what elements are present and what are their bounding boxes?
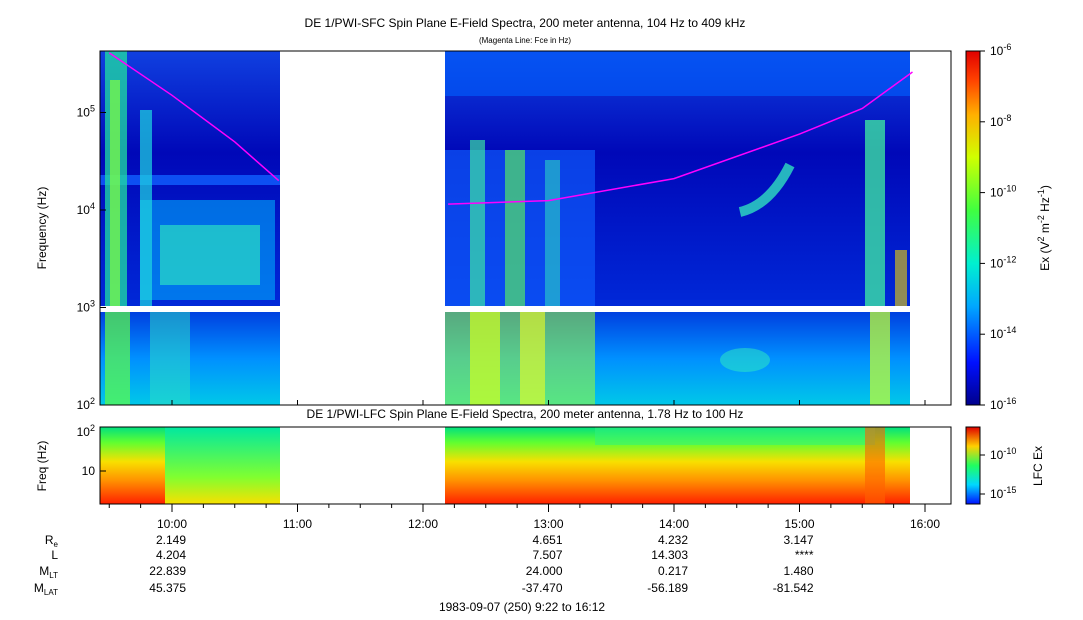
ephemeris-value: -56.189 <box>647 581 688 595</box>
lfc-colorbar-ticks: 10-10 10-15 <box>980 446 1016 501</box>
time-tick-label: 12:00 <box>408 517 438 531</box>
sfc-y-tick-label: 103 <box>77 299 95 315</box>
ephemeris-value: 7.507 <box>532 548 562 562</box>
sfc-colorbar-ticks: 10-6 10-8 10-10 10-12 10-14 10-16 <box>980 42 1016 412</box>
time-tick-label: 13:00 <box>533 517 563 531</box>
time-tick-label: 10:00 <box>157 517 187 531</box>
time-tick-label: 16:00 <box>910 517 940 531</box>
ephemeris-value: 14.303 <box>651 548 688 562</box>
time-tick-label: 11:00 <box>283 517 312 531</box>
sfc-colorbar-tick-label: 10-10 <box>990 184 1016 200</box>
sfc-y-tick-label: 102 <box>77 396 95 412</box>
sfc-colorbar-tick-label: 10-6 <box>990 42 1011 58</box>
ephemeris-value: 4.651 <box>532 533 562 547</box>
footer-date-range: 1983-09-07 (250) 9:22 to 16:12 <box>439 600 605 614</box>
ephemeris-label: MLAT <box>34 581 58 597</box>
sfc-colorbar <box>965 50 981 406</box>
sfc-frame <box>99 50 952 406</box>
time-tick-label: 15:00 <box>784 517 814 531</box>
time-tick-label: 14:00 <box>659 517 689 531</box>
top-panel-title: DE 1/PWI-SFC Spin Plane E-Field Spectra,… <box>305 16 746 30</box>
lfc-spectrogram <box>100 427 951 504</box>
sfc-colorbar-tick-label: 10-12 <box>990 254 1016 270</box>
fce-curve <box>108 52 913 205</box>
sfc-colorbar-tick-label: 10-16 <box>990 396 1016 412</box>
ephemeris-value: -37.470 <box>522 581 563 595</box>
lfc-frame <box>99 426 952 505</box>
sfc-y-tick-label: 104 <box>77 201 95 217</box>
lfc-y-label: Freq (Hz) <box>35 441 49 492</box>
ephemeris-value: 4.232 <box>658 533 688 547</box>
ephemeris-value: 3.147 <box>783 533 813 547</box>
top-panel-subtitle: (Magenta Line: Fce in Hz) <box>479 36 571 45</box>
bottom-panel-title: DE 1/PWI-LFC Spin Plane E-Field Spectra,… <box>307 407 744 421</box>
sfc-spectrogram <box>100 51 951 405</box>
sfc-colorbar-label: Ex (V2 m-2 Hz-1) <box>1036 185 1052 271</box>
lfc-colorbar <box>965 426 981 505</box>
time-axis: 10:00 11:00 12:00 13:00 14:00 15:00 16:00 <box>108 400 940 531</box>
ephemeris-value: 24.000 <box>526 564 563 578</box>
ephemeris-label: L <box>51 548 58 562</box>
ephemeris-value: 1.480 <box>783 564 813 578</box>
ephemeris-value: **** <box>795 548 814 562</box>
lfc-colorbar-tick-label: 10-10 <box>990 446 1016 462</box>
lfc-y-tick-label: 102 <box>77 423 95 439</box>
sfc-colorbar-tick-label: 10-14 <box>990 325 1016 341</box>
ephemeris-value: 0.217 <box>658 564 688 578</box>
sfc-colorbar-tick-label: 10-8 <box>990 113 1011 129</box>
ephemeris-value: 2.149 <box>156 533 186 547</box>
lfc-colorbar-tick-label: 10-15 <box>990 485 1016 501</box>
ephemeris-label: MLT <box>39 564 58 580</box>
sfc-y-label: Frequency (Hz) <box>35 187 49 270</box>
sfc-y-axis: 102 103 104 105 <box>77 104 106 412</box>
ephemeris-value: 4.204 <box>156 548 186 562</box>
ephemeris-value: -81.542 <box>773 581 814 595</box>
lfc-y-tick-label: 10 <box>82 464 96 478</box>
lfc-colorbar-label: LFC Ex <box>1031 446 1045 486</box>
sfc-y-tick-label: 105 <box>77 104 95 120</box>
ephemeris-value: 45.375 <box>149 581 186 595</box>
ephemeris-value: 22.839 <box>149 564 186 578</box>
ephemeris-label: Re <box>45 533 59 549</box>
lfc-y-axis: 10 102 <box>77 423 106 478</box>
